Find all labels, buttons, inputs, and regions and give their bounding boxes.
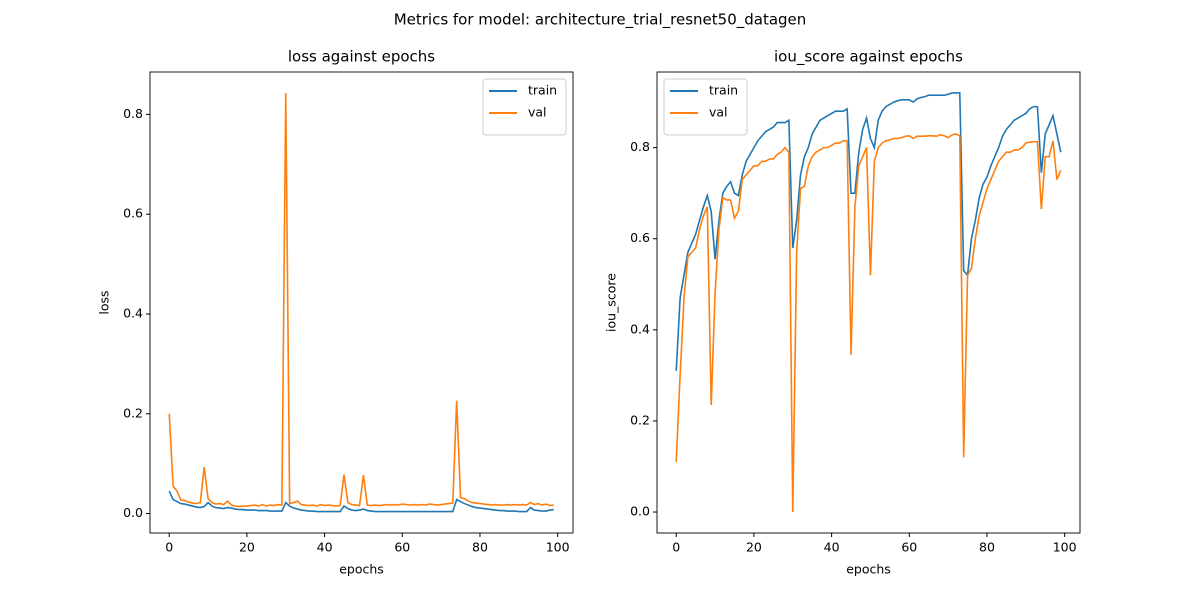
x-tick-label: 80 bbox=[472, 540, 488, 555]
series-line bbox=[675, 92, 1062, 371]
y-tick-label: 0.0 bbox=[123, 505, 143, 520]
x-tick-label: 40 bbox=[317, 540, 333, 555]
x-tick-label: 100 bbox=[1053, 540, 1077, 555]
series-line bbox=[168, 490, 554, 513]
x-tick-label: 60 bbox=[901, 540, 917, 555]
y-tick-label: 0.8 bbox=[123, 106, 143, 121]
y-tick-label: 0.0 bbox=[630, 504, 650, 519]
x-tick-label: 0 bbox=[165, 540, 173, 555]
y-tick-label: 0.4 bbox=[123, 305, 143, 320]
y-tick-label: 0.2 bbox=[630, 412, 650, 427]
x-axis-label: epochs bbox=[846, 562, 891, 577]
y-axis-label: loss bbox=[97, 290, 112, 314]
series-line bbox=[168, 92, 554, 508]
axes-title: iou_score against epochs bbox=[774, 48, 963, 67]
legend-label: train bbox=[528, 83, 557, 98]
axes-frame bbox=[149, 71, 574, 534]
x-tick-label: 0 bbox=[672, 540, 680, 555]
x-tick-label: 100 bbox=[546, 540, 570, 555]
y-axis-label: iou_score bbox=[604, 273, 619, 332]
legend-label: val bbox=[709, 105, 728, 120]
x-axis-label: epochs bbox=[339, 562, 384, 577]
y-tick-label: 0.6 bbox=[123, 206, 143, 221]
y-tick-label: 0.4 bbox=[630, 321, 650, 336]
y-tick-label: 0.8 bbox=[630, 139, 650, 154]
series-line bbox=[675, 133, 1062, 513]
x-tick-label: 20 bbox=[746, 540, 762, 555]
x-tick-label: 60 bbox=[394, 540, 410, 555]
legend-label: val bbox=[528, 105, 547, 120]
legend-box bbox=[482, 78, 567, 136]
figure-title: Metrics for model: architecture_trial_re… bbox=[394, 11, 807, 30]
axes-title: loss against epochs bbox=[288, 48, 435, 66]
y-tick-label: 0.2 bbox=[123, 405, 143, 420]
legend-label: train bbox=[709, 83, 738, 98]
y-tick-label: 0.6 bbox=[630, 230, 650, 245]
legend-box bbox=[663, 78, 748, 136]
axes-frame bbox=[656, 71, 1081, 534]
x-tick-label: 20 bbox=[239, 540, 255, 555]
x-tick-label: 80 bbox=[979, 540, 995, 555]
x-tick-label: 40 bbox=[824, 540, 840, 555]
